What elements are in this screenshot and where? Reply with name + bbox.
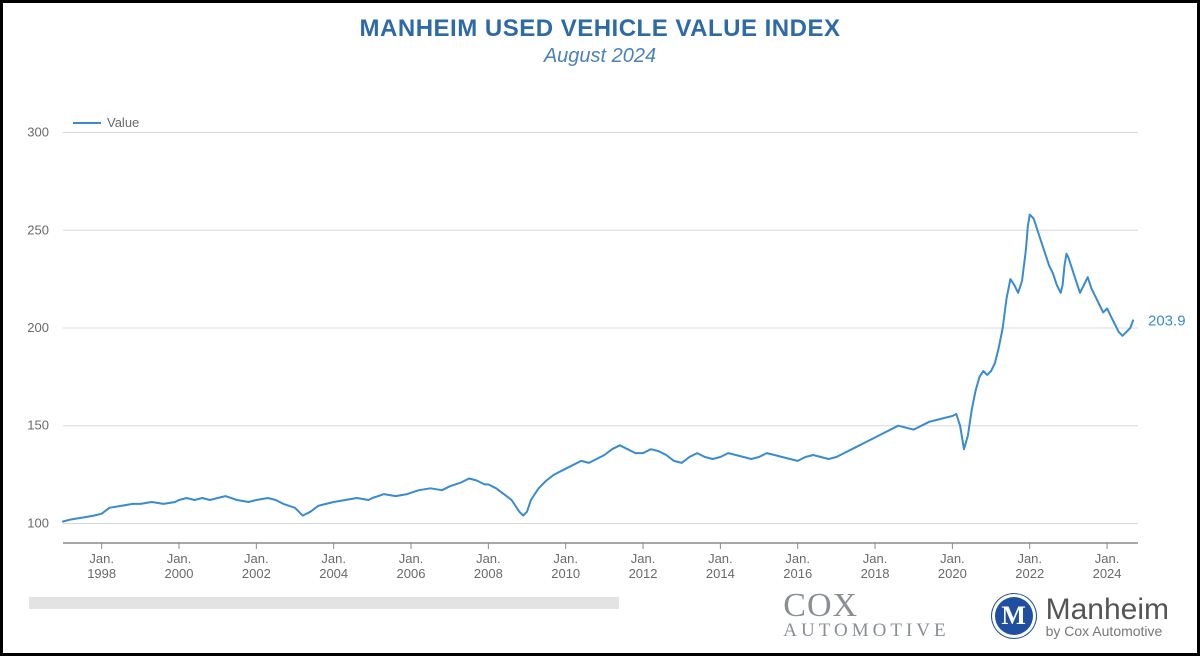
svg-text:2000: 2000 bbox=[165, 566, 194, 581]
svg-text:Jan.: Jan. bbox=[553, 551, 578, 566]
plot-area: 100150200250300Jan.1998Jan.2000Jan.2002J… bbox=[3, 3, 1197, 653]
line-chart-svg: 100150200250300Jan.1998Jan.2000Jan.2002J… bbox=[3, 3, 1197, 653]
scrollbar-track[interactable] bbox=[29, 597, 619, 609]
svg-text:Jan.: Jan. bbox=[89, 551, 114, 566]
svg-text:Jan.: Jan. bbox=[940, 551, 965, 566]
svg-text:Jan.: Jan. bbox=[1017, 551, 1042, 566]
svg-text:203.9: 203.9 bbox=[1148, 312, 1186, 329]
manheim-logo: M Manheim by Cox Automotive bbox=[992, 593, 1169, 639]
svg-text:2010: 2010 bbox=[551, 566, 580, 581]
svg-text:1998: 1998 bbox=[87, 566, 116, 581]
svg-text:Jan.: Jan. bbox=[321, 551, 346, 566]
svg-text:Jan.: Jan. bbox=[863, 551, 888, 566]
svg-text:2004: 2004 bbox=[319, 566, 348, 581]
svg-text:Jan.: Jan. bbox=[631, 551, 656, 566]
svg-text:Jan.: Jan. bbox=[167, 551, 192, 566]
svg-text:100: 100 bbox=[27, 515, 49, 530]
manheim-logo-icon: M bbox=[992, 594, 1036, 638]
svg-text:2018: 2018 bbox=[861, 566, 890, 581]
svg-text:2008: 2008 bbox=[474, 566, 503, 581]
svg-text:Jan.: Jan. bbox=[476, 551, 501, 566]
brand-logos: COX AUTOMOTIVE M Manheim by Cox Automoti… bbox=[783, 591, 1169, 639]
svg-text:2022: 2022 bbox=[1015, 566, 1044, 581]
svg-text:2006: 2006 bbox=[397, 566, 426, 581]
svg-text:2020: 2020 bbox=[938, 566, 967, 581]
footer: COX AUTOMOTIVE M Manheim by Cox Automoti… bbox=[3, 589, 1197, 645]
svg-text:2002: 2002 bbox=[242, 566, 271, 581]
cox-automotive-logo: COX AUTOMOTIVE bbox=[783, 591, 949, 639]
svg-text:200: 200 bbox=[27, 320, 49, 335]
cox-logo-line2: AUTOMOTIVE bbox=[783, 622, 949, 639]
svg-text:250: 250 bbox=[27, 222, 49, 237]
manheim-logo-name: Manheim bbox=[1046, 593, 1169, 627]
svg-text:2014: 2014 bbox=[706, 566, 735, 581]
svg-text:Jan.: Jan. bbox=[785, 551, 810, 566]
manheim-logo-sub: by Cox Automotive bbox=[1046, 623, 1169, 639]
svg-text:Jan.: Jan. bbox=[708, 551, 733, 566]
svg-text:2016: 2016 bbox=[783, 566, 812, 581]
svg-text:2012: 2012 bbox=[629, 566, 658, 581]
svg-text:150: 150 bbox=[27, 418, 49, 433]
svg-text:Jan.: Jan. bbox=[244, 551, 269, 566]
svg-text:Value: Value bbox=[107, 115, 139, 130]
svg-text:300: 300 bbox=[27, 125, 49, 140]
chart-frame: MANHEIM USED VEHICLE VALUE INDEX August … bbox=[0, 0, 1200, 656]
svg-text:Jan.: Jan. bbox=[399, 551, 424, 566]
cox-logo-line1: COX bbox=[783, 591, 949, 622]
svg-text:Jan.: Jan. bbox=[1095, 551, 1120, 566]
svg-text:2024: 2024 bbox=[1093, 566, 1122, 581]
